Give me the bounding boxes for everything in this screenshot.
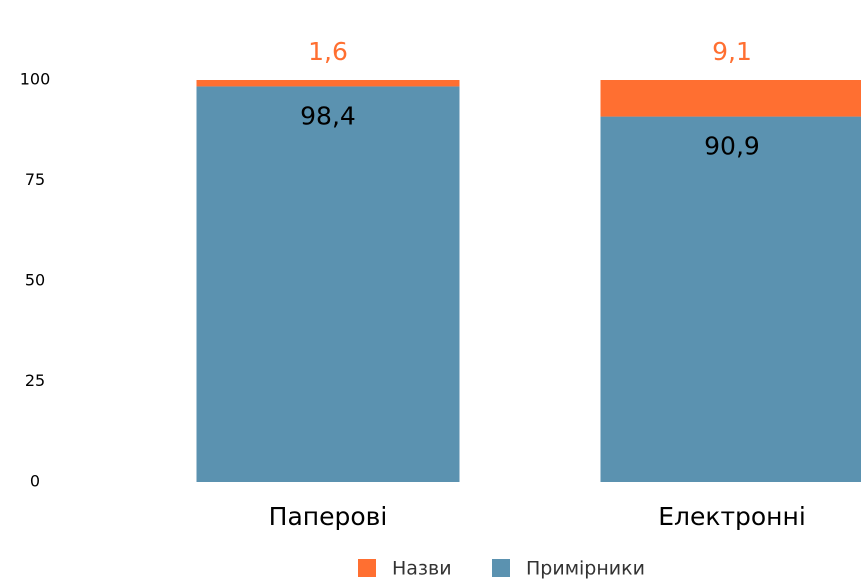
bar-segment <box>196 80 460 87</box>
legend-label: Примірники <box>526 558 645 580</box>
y-tick-label: 75 <box>25 170 45 189</box>
bar-segment <box>196 86 460 482</box>
bar-segment <box>600 116 861 482</box>
y-tick-label: 25 <box>25 371 45 390</box>
y-tick-label: 0 <box>30 472 40 491</box>
y-tick-label: 100 <box>20 70 51 89</box>
legend-label: Назви <box>392 558 452 580</box>
x-tick-label: Електронні <box>658 502 806 531</box>
value-label: 98,4 <box>300 101 356 130</box>
legend-swatch <box>492 559 510 577</box>
bar-segment <box>600 80 861 117</box>
value-label: 1,6 <box>308 37 348 66</box>
value-label: 90,9 <box>704 132 760 161</box>
x-tick-label: Паперові <box>269 502 388 531</box>
legend-swatch <box>358 559 376 577</box>
y-tick-label: 50 <box>25 271 45 290</box>
value-label: 9,1 <box>712 37 752 66</box>
